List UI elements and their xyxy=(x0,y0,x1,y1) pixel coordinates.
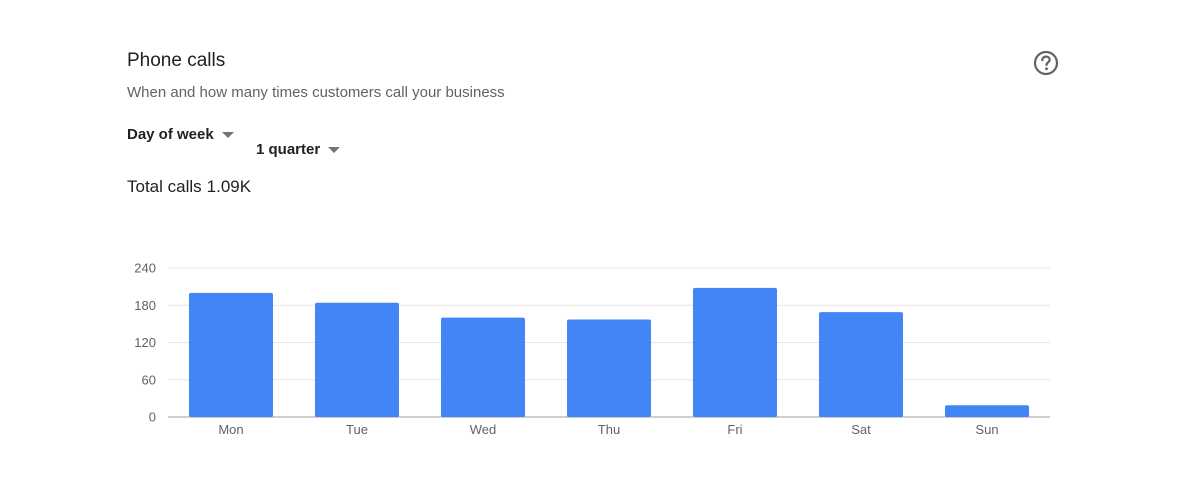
date-range-label: 1 quarter xyxy=(256,141,321,158)
chart-bars xyxy=(189,287,1029,417)
y-tick-label: 240 xyxy=(134,261,156,276)
y-tick-label: 120 xyxy=(134,335,156,350)
total-calls-label: Total calls xyxy=(127,177,202,196)
caret-down-icon xyxy=(221,132,234,138)
caret-down-icon xyxy=(328,147,341,153)
bar-mon xyxy=(189,292,273,417)
y-tick-label: 60 xyxy=(142,372,156,387)
card-subtitle: When and how many times customers call y… xyxy=(127,84,505,101)
x-tick-label: Wed xyxy=(470,422,497,437)
card-title: Phone calls xyxy=(127,50,226,71)
bar-sat xyxy=(819,312,903,417)
bar-fri xyxy=(693,287,777,417)
help-button[interactable] xyxy=(1032,49,1060,77)
help-circle-icon xyxy=(1033,50,1059,76)
x-tick-label: Sat xyxy=(851,422,871,437)
group-by-label: Day of week xyxy=(127,126,214,143)
total-calls: Total calls 1.09K xyxy=(127,176,251,198)
y-tick-label: 180 xyxy=(134,298,156,313)
x-tick-label: Fri xyxy=(727,422,742,437)
y-tick-label: 0 xyxy=(149,410,156,425)
bar-sun xyxy=(945,405,1029,417)
total-calls-value: 1.09K xyxy=(206,177,252,196)
bar-wed xyxy=(441,317,525,417)
x-tick-label: Mon xyxy=(218,422,243,437)
chart-labels: 0 60 120 180 240 Mon Tue Wed Thu Fri Sat Sun xyxy=(134,261,998,438)
group-by-dropdown[interactable]: Day of week xyxy=(127,125,234,145)
date-range-dropdown[interactable]: 1 quarter xyxy=(256,140,341,160)
x-tick-label: Thu xyxy=(598,422,620,437)
x-tick-label: Tue xyxy=(346,422,368,437)
x-tick-label: Sun xyxy=(975,422,998,437)
bar-tue xyxy=(315,302,399,417)
bar-thu xyxy=(567,319,651,417)
